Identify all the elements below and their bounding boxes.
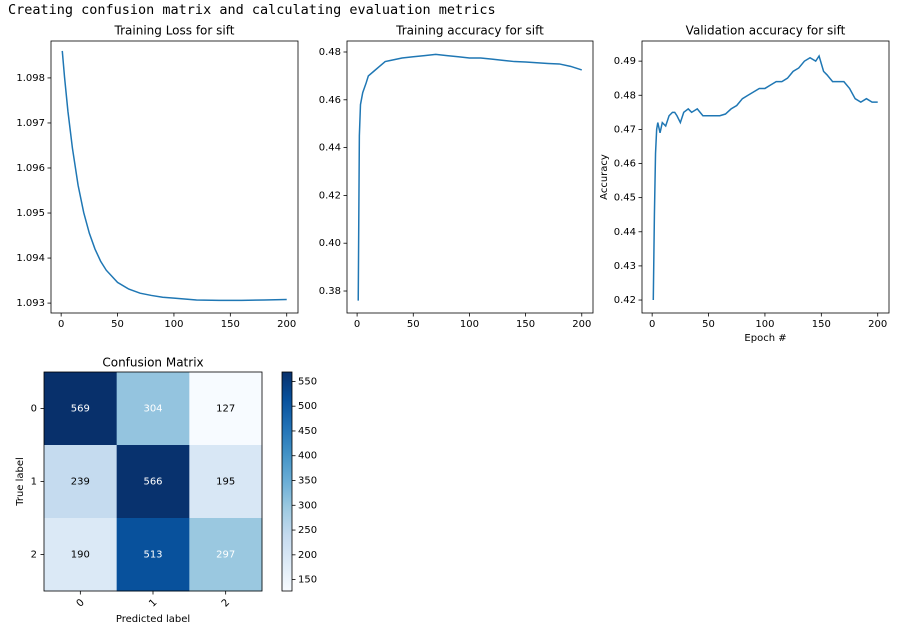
x-tick-label: 150	[812, 319, 831, 330]
x-tick-label: 100	[755, 319, 774, 330]
colorbar-tick-label: 550	[298, 376, 317, 387]
colorbar-tick-label: 500	[298, 401, 317, 412]
heatmap-cell	[44, 372, 118, 446]
cell-label: 127	[216, 404, 235, 415]
x-tick-label: 100	[460, 319, 479, 330]
y-tick-label: 0.38	[319, 286, 341, 297]
cell-label: 566	[143, 477, 162, 488]
y-tick-label: 1.096	[16, 163, 45, 174]
heatmap-cell	[189, 518, 263, 592]
y-tick-label: 0.40	[319, 238, 341, 249]
y-tick-label: 0.43	[614, 261, 636, 272]
y-tick-label: 0.48	[614, 90, 636, 101]
axes-frame	[641, 40, 890, 314]
colorbar-tick-label: 300	[298, 500, 317, 511]
line-series	[61, 50, 287, 302]
y-tick-label: 1.093	[16, 298, 45, 309]
heatmap-cell	[189, 372, 263, 446]
x-tick-label: 2	[220, 597, 232, 609]
x-tick-label: 0	[354, 319, 360, 330]
heatmap-cell	[189, 445, 263, 519]
line-series	[357, 53, 582, 301]
y-tick-label: 0.49	[614, 56, 636, 67]
line-series	[652, 54, 878, 301]
x-tick-label: 50	[111, 319, 124, 330]
x-tick-label: 0	[649, 319, 655, 330]
y-tick-label: 0.48	[319, 47, 341, 58]
colorbar-tick-label: 200	[298, 550, 317, 561]
y-tick-label: 0.42	[319, 190, 341, 201]
y-tick-label: 2	[31, 550, 37, 561]
colorbar-tick-label: 250	[298, 525, 317, 536]
cell-label: 239	[71, 477, 90, 488]
chart-title: Training Loss for sift	[114, 24, 235, 38]
header-text: Creating confusion matrix and calculatin…	[8, 2, 496, 18]
colorbar-tick-label: 350	[298, 476, 317, 487]
heatmap-cell	[44, 445, 118, 519]
axes-frame	[50, 40, 299, 314]
x-tick-label: 1	[147, 597, 159, 609]
x-tick-label: 200	[277, 319, 296, 330]
y-tick-label: 0.47	[614, 124, 636, 135]
cell-label: 513	[143, 550, 162, 561]
heatmap-cell	[44, 518, 118, 592]
x-tick-label: 100	[164, 319, 183, 330]
x-axis-label: Predicted label	[116, 614, 190, 625]
x-tick-label: 0	[75, 597, 87, 609]
x-tick-label: 150	[516, 319, 535, 330]
cell-label: 569	[71, 404, 90, 415]
cell-label: 304	[143, 404, 162, 415]
y-tick-label: 0.46	[614, 159, 636, 170]
x-tick-label: 0	[58, 319, 64, 330]
cell-label: 195	[216, 477, 235, 488]
colorbar-tick-label: 450	[298, 426, 317, 437]
y-tick-label: 0	[31, 404, 37, 415]
chart-title: Validation accuracy for sift	[686, 24, 846, 38]
y-tick-label: 0.42	[614, 295, 636, 306]
y-tick-label: 1	[31, 477, 37, 488]
heatmap-cell	[116, 518, 190, 592]
colorbar-tick-label: 150	[298, 575, 317, 586]
x-tick-label: 200	[572, 319, 591, 330]
colorbar-tick-label: 400	[298, 451, 317, 462]
heatmap-cell	[116, 445, 190, 519]
x-tick-label: 50	[702, 319, 715, 330]
y-tick-label: 0.46	[319, 95, 341, 106]
cell-label: 297	[216, 550, 235, 561]
y-tick-label: 1.094	[16, 253, 45, 264]
x-tick-label: 200	[868, 319, 887, 330]
x-tick-label: 50	[407, 319, 420, 330]
axes-frame	[346, 40, 594, 314]
y-tick-label: 0.45	[614, 193, 636, 204]
y-tick-label: 1.097	[16, 118, 45, 129]
y-tick-label: 0.44	[614, 227, 636, 238]
chart-title: Training accuracy for sift	[395, 24, 544, 38]
heatmap-cell	[116, 372, 190, 446]
y-axis-label: Accuracy	[599, 154, 610, 200]
x-axis-label: Epoch #	[744, 333, 786, 344]
y-tick-label: 0.44	[319, 143, 341, 154]
colorbar	[281, 371, 293, 592]
chart-title: Confusion Matrix	[102, 356, 203, 370]
cell-label: 190	[71, 550, 90, 561]
y-axis-label: True label	[15, 457, 26, 507]
y-tick-label: 1.098	[16, 73, 45, 84]
x-tick-label: 150	[221, 319, 240, 330]
y-tick-label: 1.095	[16, 208, 45, 219]
